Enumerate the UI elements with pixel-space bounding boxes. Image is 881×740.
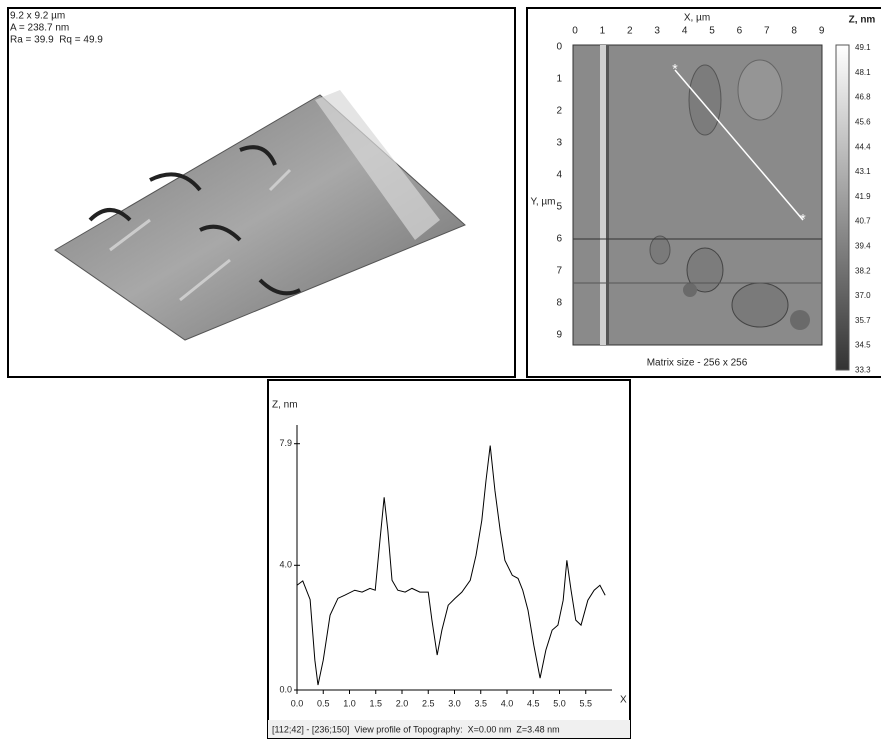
y-axis-label: Y, µm	[530, 197, 555, 208]
z-tick-label: 46.8	[855, 93, 871, 102]
x-axis-label: X, µm	[684, 13, 710, 24]
profile-panel	[267, 379, 631, 739]
map-x-tick-label: 5	[709, 26, 715, 37]
z-tick-label: 43.1	[855, 167, 871, 176]
y-tick-label: 4.0	[279, 560, 292, 570]
x-tick-label: 0.0	[291, 698, 304, 708]
map-y-tick-label: 0	[556, 42, 562, 53]
map-x-tick-label: 8	[791, 26, 797, 37]
z-tick-label: 37.0	[855, 291, 871, 300]
surface-info: Ra = 39.9 Rq = 49.9	[10, 35, 103, 46]
x-tick-label: 4.0	[501, 698, 514, 708]
x-tick-label: 2.0	[396, 698, 409, 708]
z-tick-label: 39.4	[855, 242, 871, 251]
surface-info: A = 238.7 nm	[10, 23, 69, 34]
x-tick-label: 1.0	[343, 698, 356, 708]
x-tick-label: 3.0	[448, 698, 461, 708]
map-y-tick-label: 1	[556, 74, 562, 85]
z-tick-label: 44.4	[855, 142, 871, 151]
map-y-tick-label: 4	[556, 170, 562, 181]
surface-3d	[54, 90, 466, 341]
y-tick-label: 0.0	[279, 684, 292, 694]
z-tick-label: 33.3	[855, 366, 871, 375]
z-tick-label: 49.1	[855, 43, 871, 52]
svg-text:*: *	[672, 61, 678, 77]
map-image: * *	[572, 44, 823, 346]
map-y-tick-label: 8	[556, 298, 562, 309]
map-x-tick-label: 4	[682, 26, 688, 37]
x-tick-label: 1.5	[369, 698, 382, 708]
x-tick-label: 5.0	[553, 698, 566, 708]
map-y-tick-label: 7	[556, 266, 562, 277]
y-axis-title: Z, nm	[272, 400, 298, 411]
map-y-tick-label: 9	[556, 330, 562, 341]
svg-text:*: *	[800, 211, 806, 227]
map-y-tick-label: 5	[556, 202, 562, 213]
x-tick-label: 3.5	[474, 698, 487, 708]
y-tick-label: 7.9	[279, 438, 292, 448]
x-axis-title: X	[620, 695, 627, 706]
x-tick-label: 2.5	[422, 698, 435, 708]
z-tick-label: 41.9	[855, 192, 871, 201]
surface-info: 9.2 x 9.2 µm	[10, 11, 65, 22]
profile-line	[296, 445, 606, 686]
map-x-tick-label: 0	[572, 26, 578, 37]
x-tick-label: 5.5	[579, 698, 592, 708]
map-x-tick-label: 6	[737, 26, 743, 37]
map-x-tick-label: 1	[600, 26, 606, 37]
z-tick-label: 34.5	[855, 341, 871, 350]
x-tick-label: 4.5	[527, 698, 540, 708]
x-tick-label: 0.5	[317, 698, 330, 708]
status-bar-bg	[268, 720, 630, 738]
map-x-tick-label: 9	[819, 26, 825, 37]
z-tick-label: 48.1	[855, 68, 871, 77]
z-tick-label: 35.7	[855, 316, 871, 325]
map-y-tick-label: 2	[556, 106, 562, 117]
z-label: Z, nm	[849, 15, 876, 26]
map-x-tick-label: 3	[654, 26, 660, 37]
z-tick-label: 45.6	[855, 118, 871, 127]
map-y-tick-label: 3	[556, 138, 562, 149]
z-tick-label: 40.7	[855, 217, 871, 226]
status-bar: [112;42] - [236;150] View profile of Top…	[272, 724, 560, 734]
map-x-tick-label: 2	[627, 26, 633, 37]
z-tick-label: 38.2	[855, 266, 871, 275]
color-bar	[835, 44, 850, 371]
map-y-tick-label: 6	[556, 234, 562, 245]
map-x-tick-label: 7	[764, 26, 770, 37]
map-footer: Matrix size - 256 x 256	[647, 358, 748, 369]
